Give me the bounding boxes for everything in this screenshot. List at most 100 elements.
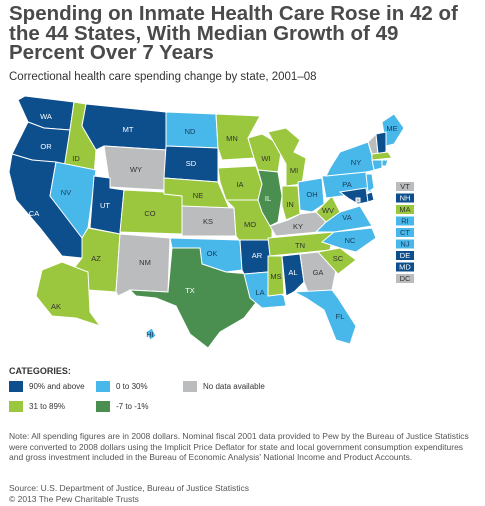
small-state-label-ct: CT [400,228,410,237]
state-label-in: IN [286,200,294,209]
state-label-nm: NM [139,258,151,267]
state-label-wv: WV [322,206,334,215]
state-wv [315,195,341,223]
state-ak [35,261,102,327]
small-state-label-nh: NH [400,194,411,203]
state-label-wa: WA [40,112,52,121]
state-label-il: IL [265,194,271,203]
small-state-label-ma: MA [399,205,410,214]
legend-label-nodata: No data available [203,382,265,391]
legend-item-low: 0 to 30% [96,381,148,392]
legend-title: CATEGORIES: [9,366,71,376]
state-label-me: ME [386,124,397,133]
small-state-label-nj: NJ [400,240,409,249]
legend-item-mid: 31 to 89% [9,401,65,412]
state-label-ar: AR [252,251,263,260]
legend-swatch-mid [9,401,23,412]
small-state-label-ri: RI [401,217,409,226]
state-label-wy: WY [130,165,142,174]
source-text: Source: U.S. Department of Justice, Bure… [9,483,249,493]
legend-label-low: 0 to 30% [116,382,148,391]
state-label-nd: ND [185,127,196,136]
legend-label-mid: 31 to 89% [29,402,66,411]
small-state-box-md [396,262,414,272]
state-label-tx: TX [185,286,195,295]
state-md [338,187,369,205]
state-label-ut: UT [100,201,110,210]
state-ct [371,159,383,171]
state-label-ny: NY [351,158,361,167]
small-state-box-nj [396,239,414,249]
legend-swatch-high [9,381,23,392]
state-label-mo: MO [244,220,256,229]
legend-item-high: 90% and above [9,381,85,392]
map-title: Spending on Inmate Health Care Rose in 4… [9,2,458,64]
state-fl [292,289,357,345]
state-nj [365,173,375,193]
footnote: Note: All spending figures are in 2008 d… [9,431,469,462]
state-label-ok: OK [207,249,218,258]
state-label-sc: SC [333,254,344,263]
legend-swatch-nodata [183,381,197,392]
small-state-box-nh [396,193,414,203]
state-label-oh: OH [306,190,317,199]
state-label-va: VA [342,213,351,222]
state-label-wi: WI [261,154,270,163]
state-label-la: LA [255,288,264,297]
legend-item-negative: -7 to -1% [96,401,148,412]
state-label-sd: SD [186,159,197,168]
copyright-text: © 2013 The Pew Charitable Trusts [9,493,139,504]
state-label-nv: NV [61,188,71,197]
legend-swatch-low [96,381,110,392]
state-label-mn: MN [226,134,238,143]
state-label-ca: CA [29,209,39,218]
legend-swatch-negative [96,401,110,412]
small-state-box-ma [396,205,414,214]
state-ma [371,151,393,161]
state-label-co: CO [144,209,155,218]
state-label-pa: PA [342,180,351,189]
small-state-label-vt: VT [400,182,410,191]
small-state-label-dc: DC [400,274,411,283]
small-state-box-vt [396,182,414,191]
state-label-tn: TN [295,241,305,250]
state-ms [267,255,285,297]
state-label-ne: NE [193,191,203,200]
small-state-box-dc [396,274,414,283]
state-label-id: ID [72,154,80,163]
legend-label-negative: -7 to -1% [116,402,149,411]
state-nh [375,131,387,155]
state-label-al: AL [288,268,297,277]
state-al [281,253,305,297]
state-label-ms: MS [270,272,281,281]
state-mi [267,127,307,187]
small-state-label-de: DE [400,251,410,260]
us-state-map: WA OR CA ID NV MT WY UT AZ CO NM ND SD NE KS OK TX MN IA MO… [8,95,414,349]
state-sc [317,247,357,275]
state-label-ky: KY [293,222,303,231]
small-state-label-md: MD [399,263,411,272]
state-ri [381,159,389,167]
state-oh [297,177,325,213]
small-state-box-ri [396,216,414,226]
state-label-or: OR [40,142,52,151]
state-hi [145,327,157,341]
state-label-mt: MT [123,125,134,134]
small-state-box-ct [396,228,414,237]
state-label-ia: IA [236,180,243,189]
state-tx [128,247,259,349]
state-label-ak: AK [51,302,61,311]
state-label-hi: HI [146,330,154,339]
small-state-box-de [396,251,414,260]
state-label-mi: MI [290,166,298,175]
legend-label-high: 90% and above [29,382,85,391]
state-label-nc: NC [345,236,356,245]
map-subtitle: Correctional health care spending change… [9,71,317,83]
state-label-ga: GA [313,268,324,277]
state-dc [355,197,361,203]
state-label-ks: KS [203,217,213,226]
source-line: Source: U.S. Department of Justice, Bure… [9,483,249,504]
state-label-fl: FL [336,312,345,321]
state-label-az: AZ [91,254,101,263]
legend-item-nodata: No data available [183,381,265,392]
